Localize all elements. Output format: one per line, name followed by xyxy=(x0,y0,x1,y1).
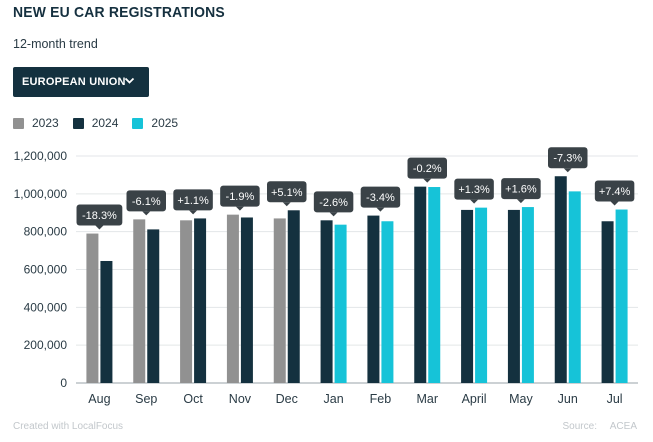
legend-swatch-2023 xyxy=(13,117,24,129)
data-label-pointer xyxy=(516,199,525,204)
data-label: +5.1% xyxy=(271,187,303,199)
data-label-pointer xyxy=(282,202,291,207)
chart-title: NEW EU CAR REGISTRATIONS xyxy=(13,4,225,21)
bar-2023[interactable] xyxy=(226,214,239,383)
bar-2025[interactable] xyxy=(521,207,534,383)
data-label: -7.3% xyxy=(553,153,582,165)
legend-item-2025[interactable]: 2025 xyxy=(132,116,178,130)
bar-2025[interactable] xyxy=(615,209,628,383)
y-tick-label: 1,000,000 xyxy=(14,187,68,201)
x-tick-label: Aug xyxy=(88,392,110,406)
data-label: -3.4% xyxy=(366,192,395,204)
region-dropdown-label: EUROPEAN UNION xyxy=(22,76,126,88)
legend-label-2025: 2025 xyxy=(151,116,179,130)
x-tick-label: Feb xyxy=(370,392,392,406)
source-value: ACEA xyxy=(609,421,637,432)
x-tick-label: Jul xyxy=(607,392,623,406)
data-label: +7.4% xyxy=(599,186,631,198)
source-label: Source: xyxy=(562,421,597,432)
data-label-pointer xyxy=(95,225,104,230)
bar-2023[interactable] xyxy=(180,220,193,383)
bar-2024[interactable] xyxy=(320,220,333,383)
bar-2024[interactable] xyxy=(100,260,113,383)
data-label: -2.6% xyxy=(319,197,348,209)
data-label-pointer xyxy=(189,210,198,215)
bar-2023[interactable] xyxy=(86,233,99,383)
bar-2024[interactable] xyxy=(507,209,520,383)
source-text: Source: ACEA xyxy=(553,421,637,432)
y-tick-label: 200,000 xyxy=(24,338,68,352)
data-label-box xyxy=(407,157,447,179)
x-tick-label: Jan xyxy=(324,392,344,406)
bar-2024[interactable] xyxy=(367,215,380,383)
data-label-box xyxy=(220,185,260,207)
credit-text: Created with LocalFocus xyxy=(13,421,124,432)
data-label-pointer xyxy=(563,168,572,173)
legend-item-2024[interactable]: 2024 xyxy=(72,116,119,130)
data-label-box xyxy=(126,190,166,212)
data-label: +1.1% xyxy=(177,195,209,207)
data-label-pointer xyxy=(142,211,151,216)
bar-2024[interactable] xyxy=(554,176,567,383)
data-label: +1.6% xyxy=(505,184,537,196)
x-tick-label: Dec xyxy=(276,392,298,406)
x-tick-label: Mar xyxy=(416,392,438,406)
y-tick-label: 0 xyxy=(60,376,67,390)
data-label-box xyxy=(501,178,541,200)
data-label-box xyxy=(76,204,123,226)
bar-2024[interactable] xyxy=(601,221,614,383)
bar-2024[interactable] xyxy=(414,186,427,383)
data-label-box xyxy=(548,147,588,169)
data-label-box xyxy=(360,186,401,208)
data-label: -1.9% xyxy=(226,191,255,203)
data-label: -6.1% xyxy=(132,196,161,208)
x-tick-label: Nov xyxy=(229,392,252,406)
data-label-pointer xyxy=(329,212,338,217)
bar-2025[interactable] xyxy=(428,187,441,383)
data-label-box xyxy=(267,181,307,203)
data-label: -0.2% xyxy=(413,163,442,175)
x-tick-label: April xyxy=(462,392,487,406)
chart-subtitle: 12-month trend xyxy=(13,37,98,51)
y-tick-label: 800,000 xyxy=(24,225,68,239)
data-label-pointer xyxy=(235,206,244,211)
legend-swatch-2024 xyxy=(72,117,84,129)
bar-2024[interactable] xyxy=(287,210,300,383)
data-label-box xyxy=(173,189,213,211)
data-label: -18.3% xyxy=(82,210,117,222)
legend-label-2023: 2023 xyxy=(32,116,59,130)
bar-2023[interactable] xyxy=(273,218,286,383)
bar-2023[interactable] xyxy=(133,219,146,383)
bar-2025[interactable] xyxy=(475,207,488,383)
legend-label-2024: 2024 xyxy=(91,116,119,130)
x-tick-label: Sep xyxy=(135,392,157,406)
data-label-box xyxy=(594,180,635,202)
x-tick-label: Oct xyxy=(183,392,203,406)
data-label-box xyxy=(454,178,494,200)
legend-item-2023[interactable]: 2023 xyxy=(13,116,59,130)
y-tick-label: 400,000 xyxy=(24,300,68,314)
y-tick-label: 1,200,000 xyxy=(14,149,68,163)
bar-2024[interactable] xyxy=(194,218,207,383)
data-label-pointer xyxy=(470,199,479,204)
data-label-pointer xyxy=(423,178,432,183)
bar-2025[interactable] xyxy=(381,221,394,383)
region-dropdown[interactable]: EUROPEAN UNION xyxy=(13,67,149,97)
bar-2024[interactable] xyxy=(461,209,474,383)
data-label: +1.3% xyxy=(458,184,490,196)
bar-2024[interactable] xyxy=(147,229,160,383)
chevron-down-icon xyxy=(124,77,135,84)
data-label-box xyxy=(313,191,354,213)
y-tick-label: 600,000 xyxy=(24,263,68,277)
x-tick-label: May xyxy=(509,392,533,406)
legend-swatch-2025 xyxy=(132,117,144,129)
data-label-pointer xyxy=(610,201,619,206)
bar-2025[interactable] xyxy=(334,224,347,383)
x-tick-label: Jun xyxy=(558,392,578,406)
bar-2025[interactable] xyxy=(568,191,581,383)
bar-2024[interactable] xyxy=(240,217,253,383)
data-label-pointer xyxy=(376,207,385,212)
chart-legend: 2023 2024 2025 xyxy=(13,116,192,130)
